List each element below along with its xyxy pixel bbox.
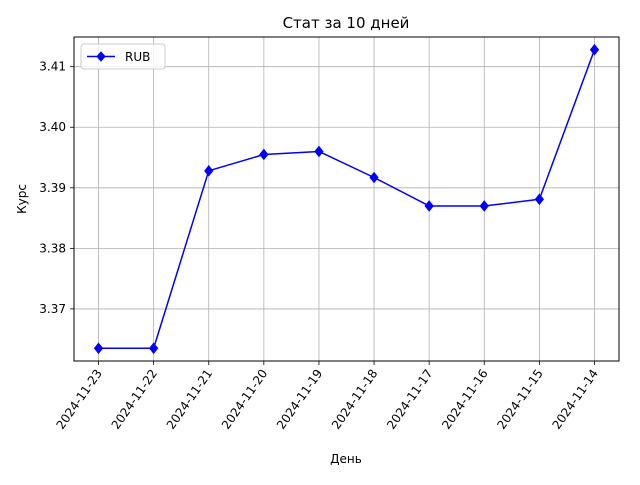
data-point-marker	[424, 200, 434, 212]
x-axis-label: День	[330, 452, 362, 466]
data-point-marker	[93, 342, 104, 355]
y-tick-label: 3.39	[39, 181, 66, 195]
y-tick-label: 3.41	[39, 60, 66, 74]
series-layer	[93, 43, 600, 355]
legend-label: RUB	[125, 50, 150, 64]
legend-box	[80, 43, 166, 70]
y-axis-ticks: 3.37 3.38 3.39 3.40 3.41	[39, 60, 74, 316]
chart-title: Стат за 10 дней	[283, 14, 410, 32]
y-tick-label: 3.40	[39, 120, 66, 134]
y-tick-label: 3.38	[39, 241, 66, 255]
y-axis-label: Курс	[15, 184, 29, 214]
series-line-rub	[98, 49, 596, 350]
data-point-marker	[204, 165, 214, 177]
data-point-marker	[148, 342, 159, 355]
legend: RUB	[80, 43, 166, 70]
data-point-marker	[259, 148, 269, 161]
data-point-marker	[369, 171, 379, 184]
data-point-marker	[589, 43, 600, 56]
y-tick-label: 3.37	[39, 302, 66, 316]
data-point-marker	[534, 193, 545, 206]
data-point-marker	[479, 200, 489, 212]
plot-area-frame	[73, 36, 620, 362]
legend-marker-swatch	[96, 51, 106, 62]
data-point-marker	[314, 145, 324, 158]
